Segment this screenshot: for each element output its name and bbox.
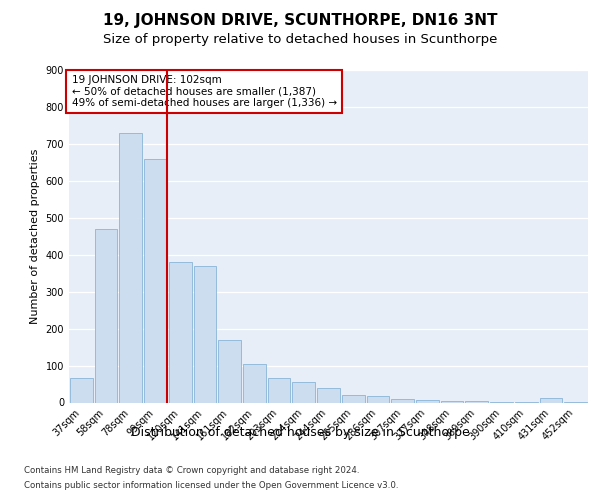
Bar xyxy=(119,133,142,402)
Bar xyxy=(342,395,365,402)
Bar xyxy=(70,378,93,402)
Bar xyxy=(268,378,290,402)
Bar xyxy=(95,229,118,402)
Text: 19 JOHNSON DRIVE: 102sqm
← 50% of detached houses are smaller (1,387)
49% of sem: 19 JOHNSON DRIVE: 102sqm ← 50% of detach… xyxy=(71,75,337,108)
Bar xyxy=(317,388,340,402)
Bar xyxy=(169,262,191,402)
Bar xyxy=(292,382,315,402)
Bar xyxy=(194,266,216,402)
Text: 19, JOHNSON DRIVE, SCUNTHORPE, DN16 3NT: 19, JOHNSON DRIVE, SCUNTHORPE, DN16 3NT xyxy=(103,12,497,28)
Text: Contains public sector information licensed under the Open Government Licence v3: Contains public sector information licen… xyxy=(24,481,398,490)
Bar xyxy=(391,399,414,402)
Y-axis label: Number of detached properties: Number of detached properties xyxy=(30,148,40,324)
Bar xyxy=(243,364,266,403)
Text: Distribution of detached houses by size in Scunthorpe: Distribution of detached houses by size … xyxy=(131,426,469,439)
Bar xyxy=(144,158,167,402)
Text: Contains HM Land Registry data © Crown copyright and database right 2024.: Contains HM Land Registry data © Crown c… xyxy=(24,466,359,475)
Bar xyxy=(367,396,389,402)
Text: Size of property relative to detached houses in Scunthorpe: Size of property relative to detached ho… xyxy=(103,32,497,46)
Bar xyxy=(416,400,439,402)
Bar xyxy=(441,401,463,402)
Bar xyxy=(539,398,562,402)
Bar xyxy=(218,340,241,402)
